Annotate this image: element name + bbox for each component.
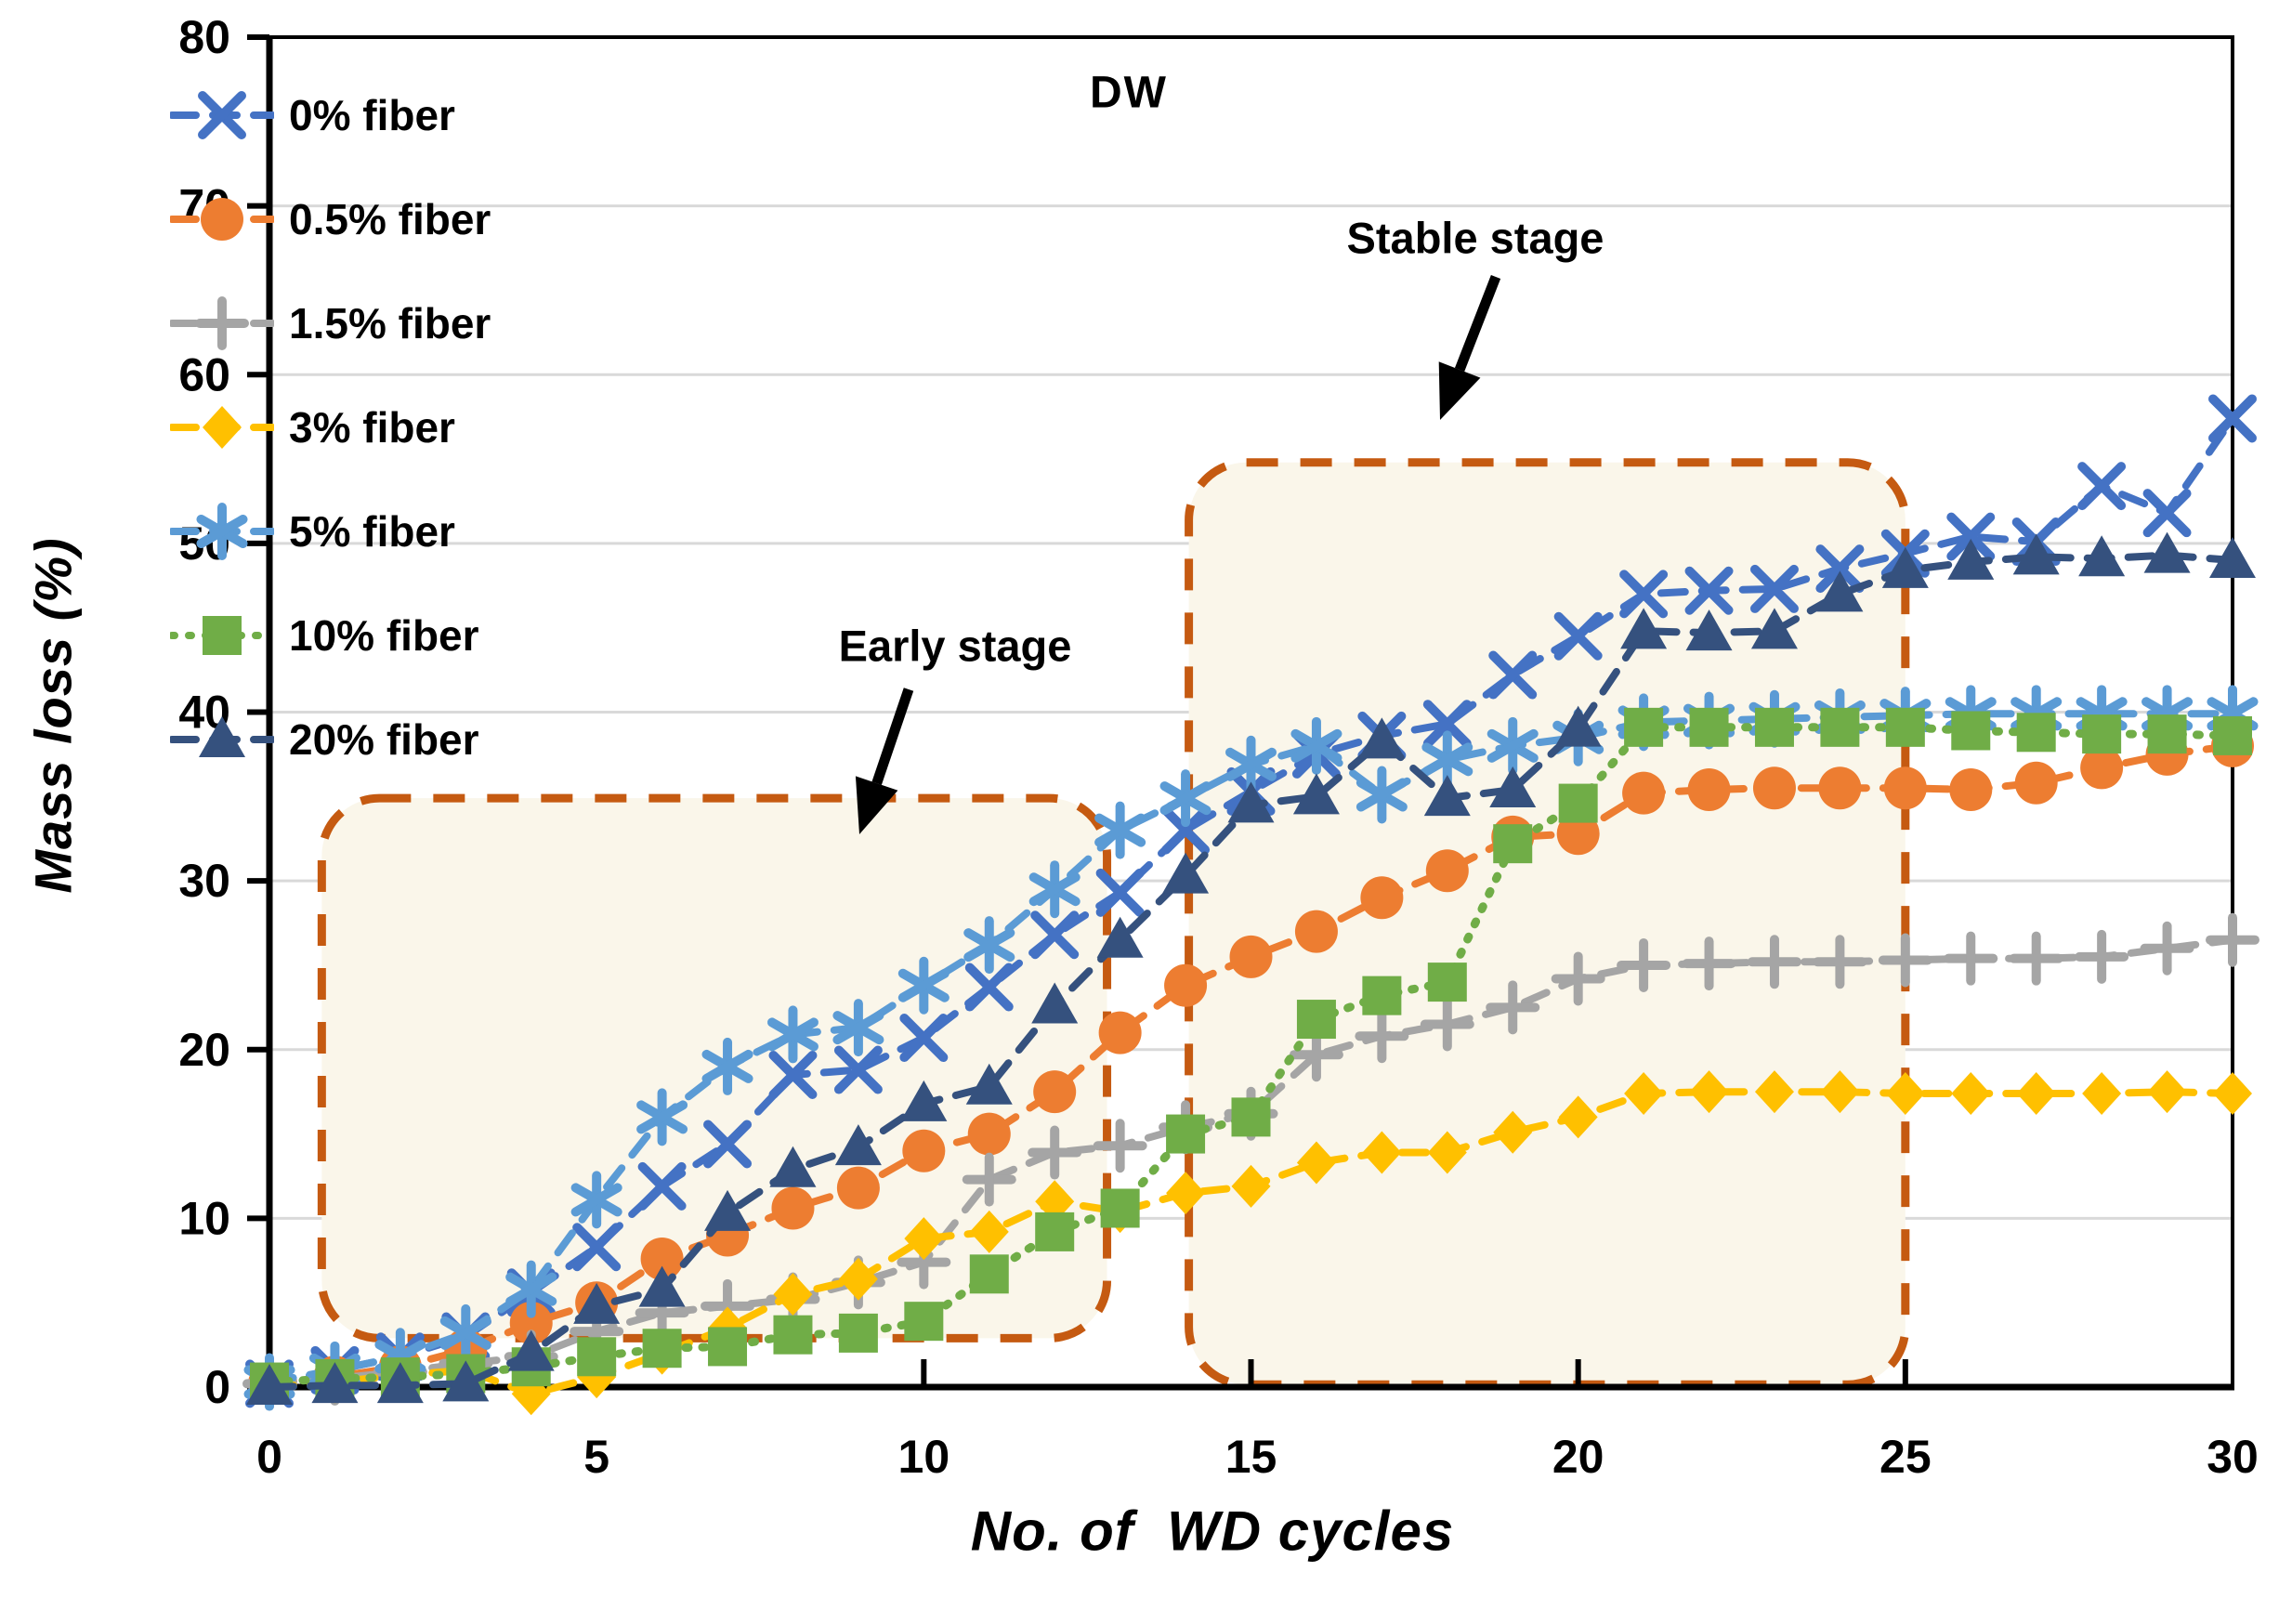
legend-item-10-fiber: 10% fiber [170,583,491,688]
legend-label: 10% fiber [289,611,479,660]
legend-item-5-fiber: 5% fiber [170,479,491,583]
x-tick-label: 15 [1225,1431,1277,1483]
y-tick-label: 10 [178,1192,230,1244]
legend-item-1-5-fiber: 1.5% fiber [170,271,491,375]
legend-label: 3% fiber [289,403,455,452]
legend-label: 1.5% fiber [289,299,491,347]
diamond-marker-icon [170,406,274,449]
legend: 0% fiber 0.5% fiber 1.5% fiber 3% fiber 5% f… [170,63,491,792]
legend-item-3-fiber: 3% fiber [170,375,491,479]
annotation-stable-stage: Stable stage [1346,213,1604,263]
legend-item-0-fiber: 0% fiber [170,63,491,167]
chart-inside-label: DW [1090,68,1168,118]
legend-label: 0% fiber [289,91,455,139]
y-tick-label: 60 [178,348,230,400]
legend-item-0-5-fiber: 0.5% fiber [170,167,491,271]
x-tick-label: 25 [1879,1431,1932,1483]
x-tick-label: 30 [2207,1431,2259,1483]
x-tick-label: 10 [898,1431,950,1483]
triangle-marker-icon [170,716,274,757]
x-marker-icon [170,91,274,139]
x-tick-label: 0 [256,1431,282,1483]
legend-label: 0.5% fiber [289,195,491,243]
x-axis-title: No. of WD cycles [970,1500,1455,1563]
legend-label: 20% fiber [289,715,479,764]
annotation-early-stage: Early stage [838,621,1072,671]
square-marker-icon [170,616,274,655]
plus-marker-icon [170,296,274,350]
y-tick-label: 30 [178,855,230,907]
y-axis-title: Mass loss (%) [23,537,83,894]
y-tick-label: 80 [178,11,230,63]
asterisk-marker-icon [170,503,274,560]
y-tick-label: 20 [178,1024,230,1076]
annotation-arrow [855,688,914,834]
legend-item-20-fiber: 20% fiber [170,688,491,792]
annotation-arrow [1438,275,1501,420]
series-20-fiber [246,531,2256,1405]
legend-label: 5% fiber [289,507,455,556]
circle-marker-icon [170,198,274,241]
stable-stage-box [1185,458,1910,1389]
x-tick-label: 20 [1552,1431,1604,1483]
y-tick-label: 0 [204,1361,230,1413]
early-stage-box [317,793,1112,1342]
x-tick-label: 5 [583,1431,609,1483]
